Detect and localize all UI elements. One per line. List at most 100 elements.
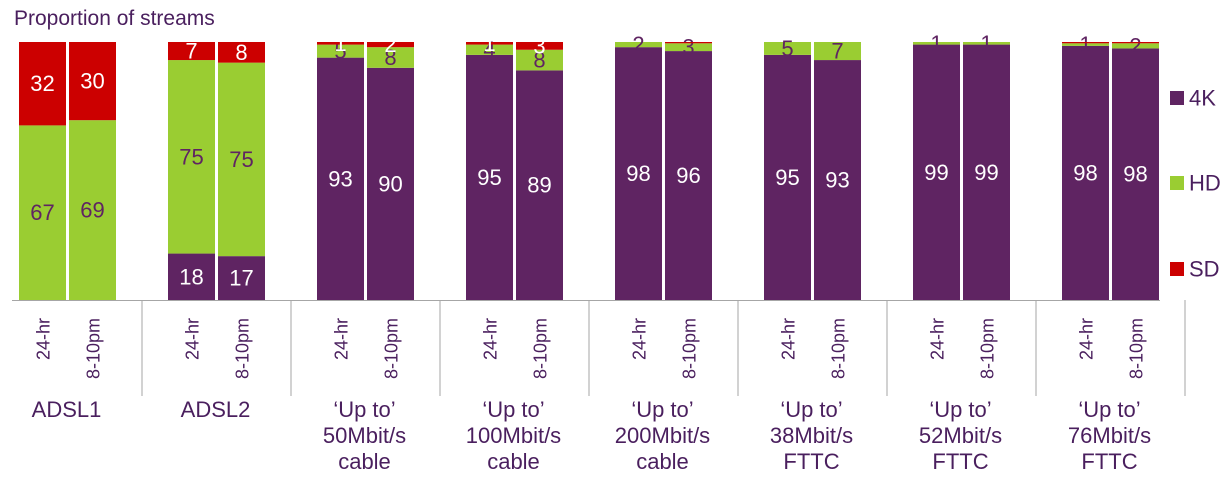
x-tick-label: 8-10pm (1127, 318, 1147, 379)
bar-segment-hd (218, 62, 265, 257)
bar-segment-hd (1112, 43, 1159, 49)
data-label-hd: 1 (980, 31, 992, 56)
bar-segment-4k (764, 54, 811, 301)
x-tick-label: 24-hr (630, 318, 650, 360)
x-category-label: 200Mbit/s (615, 423, 710, 448)
x-tick-label: 8-10pm (233, 318, 253, 379)
data-label-hd: 67 (30, 200, 54, 225)
x-category-label: FTTC (783, 449, 839, 474)
x-tick-label: 8-10pm (829, 318, 849, 379)
legend-swatch-sd (1170, 262, 1184, 276)
x-tick-label: 8-10pm (531, 318, 551, 379)
data-label-hd: 75 (179, 144, 203, 169)
legend-swatch-hd (1170, 176, 1184, 190)
bar-segment-4k (466, 54, 513, 301)
data-label-hd: 3 (682, 35, 694, 60)
x-tick-label: 24-hr (779, 318, 799, 360)
x-tick-label: 24-hr (1077, 318, 1097, 360)
data-label-4k: 95 (477, 165, 501, 190)
bar-segment-4k (516, 70, 563, 300)
x-tick-label: 24-hr (481, 318, 501, 360)
bar-segment-sd (516, 42, 563, 50)
bar-segment-4k (615, 47, 662, 300)
data-label-4k: 17 (229, 266, 253, 291)
data-label-hd: 8 (533, 48, 545, 73)
x-category-label: ‘Up to’ (333, 397, 395, 422)
x-tick-label: 24-hr (928, 318, 948, 360)
bar-segment-hd (615, 42, 662, 48)
data-label-hd: 75 (229, 147, 253, 172)
bar-segment-4k (218, 256, 265, 300)
chart-title: Proportion of streams (14, 7, 215, 30)
data-label-hd: 5 (334, 39, 346, 64)
x-category-label: ‘Up to’ (780, 397, 842, 422)
legend-label-4k: 4K (1189, 86, 1216, 111)
x-category-label: 38Mbit/s (770, 423, 853, 448)
data-label-4k: 18 (179, 264, 203, 289)
data-label-hd: 69 (80, 198, 104, 223)
x-category-label: cable (487, 449, 540, 474)
data-label-4k: 98 (1073, 160, 1097, 185)
bar-segment-hd (466, 44, 513, 55)
x-tick-label: 8-10pm (680, 318, 700, 379)
bar-segment-hd (317, 44, 364, 58)
data-label-hd: 8 (384, 45, 396, 70)
x-category-label: FTTC (932, 449, 988, 474)
bar-segment-hd (1062, 43, 1109, 46)
x-tick-label: 8-10pm (382, 318, 402, 379)
x-tick-label: 8-10pm (978, 318, 998, 379)
legend-label-hd: HD (1189, 171, 1221, 196)
data-label-hd: 2 (632, 32, 644, 57)
bar-segment-hd (168, 60, 215, 254)
bars-layer: 6732693018757177589351908295418983982963… (19, 31, 1159, 301)
x-category-label: 76Mbit/s (1068, 423, 1151, 448)
bar-segment-hd (516, 49, 563, 71)
x-tick-label: 24-hr (183, 318, 203, 360)
x-category-label: FTTC (1081, 449, 1137, 474)
data-label-sd: 8 (235, 40, 247, 65)
data-label-sd: 1 (334, 31, 346, 56)
x-axis: 24-hr 8-10pm ADSL1 24-hr 8-10pm ADSL2 24-hr 8-1… (12, 300, 1186, 474)
bar-segment-hd (913, 42, 960, 45)
x-category-label: cable (338, 449, 391, 474)
legend-swatch-4k (1170, 91, 1184, 105)
bar-segment-4k (1062, 45, 1109, 300)
bar-segment-hd (963, 42, 1010, 45)
bar-segment-hd (69, 120, 116, 300)
data-label-4k: 89 (527, 173, 551, 198)
bar-segment-sd (1062, 42, 1109, 44)
bar-segment-hd (19, 125, 66, 300)
x-category-label: ‘Up to’ (631, 397, 693, 422)
data-label-4k: 96 (676, 163, 700, 188)
bar-segment-sd (665, 42, 712, 44)
x-category-label: ‘Up to’ (482, 397, 544, 422)
bar-segment-hd (764, 42, 811, 55)
bar-segment-4k (913, 44, 960, 300)
data-label-4k: 95 (775, 165, 799, 190)
data-label-sd: 32 (30, 71, 54, 96)
bar-segment-hd (665, 43, 712, 52)
x-category-label: cable (636, 449, 689, 474)
data-label-hd: 5 (781, 36, 793, 61)
x-tick-label: 8-10pm (84, 318, 104, 379)
x-category-label: ADSL2 (181, 397, 251, 422)
bar-segment-4k (1112, 48, 1159, 301)
data-label-hd: 2 (1129, 33, 1141, 58)
bar-segment-sd (19, 42, 66, 126)
data-label-4k: 99 (924, 160, 948, 185)
data-label-4k: 93 (328, 166, 352, 191)
legend-label-sd: SD (1189, 257, 1220, 282)
data-label-sd: 30 (80, 69, 104, 94)
data-label-4k: 98 (1123, 162, 1147, 187)
x-category-label: 52Mbit/s (919, 423, 1002, 448)
bar-segment-4k (963, 44, 1010, 300)
bar-segment-4k (317, 57, 364, 300)
data-label-4k: 99 (974, 160, 998, 185)
x-category-label: ‘Up to’ (1078, 397, 1140, 422)
x-category-label: 100Mbit/s (466, 423, 561, 448)
bar-segment-sd (317, 42, 364, 45)
bar-segment-4k (665, 51, 712, 300)
data-label-4k: 93 (825, 168, 849, 193)
bar-segment-4k (814, 60, 861, 301)
